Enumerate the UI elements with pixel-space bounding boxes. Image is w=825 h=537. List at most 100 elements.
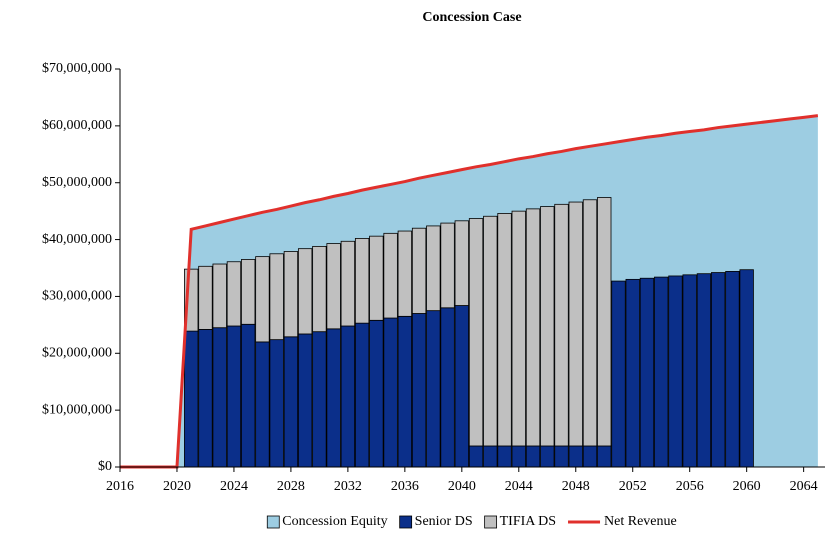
chart-title: Concession Case [422,10,521,25]
bar [582,445,598,468]
y-tick-label: $60,000,000 [42,118,112,133]
bar [654,276,669,468]
y-tick-label: $30,000,000 [42,289,112,304]
x-tick-label: 2040 [448,479,476,494]
y-tick-label: $70,000,000 [42,61,112,76]
legend: Concession Equity Senior DS TIFIA DS Net Re… [266,514,677,529]
bar [383,317,398,468]
bar [283,251,299,338]
bar [269,339,284,468]
bar [597,445,612,468]
bar [226,325,242,468]
x-tick-label: 2060 [733,479,761,494]
bar [440,222,455,309]
x-tick-label: 2052 [619,479,647,494]
bar [511,210,526,447]
bar [426,310,441,468]
legend-swatch [484,515,498,529]
x-tick-label: 2024 [220,479,248,494]
bar [326,243,341,330]
bar [340,240,356,327]
legend-label: Net Revenue [604,514,677,529]
bar [255,256,270,343]
bar [354,322,370,468]
legend-label: Senior DS [415,514,473,529]
legend-label: TIFIA DS [500,514,556,529]
bar [297,248,313,335]
bar [511,445,526,468]
x-tick-label: 2020 [163,479,191,494]
y-tick-label: $10,000,000 [42,402,112,417]
bar [198,329,213,468]
bar [411,313,427,468]
bar [411,227,427,314]
bar [383,232,398,319]
bar [426,225,441,312]
bar [625,278,640,468]
y-tick-label: $0 [98,459,112,474]
bar [241,323,256,468]
bar [283,336,299,468]
bar [739,269,754,468]
bar [255,341,270,468]
bar [354,238,370,324]
bar [597,197,612,447]
bar [226,261,242,327]
x-tick-label: 2028 [277,479,305,494]
y-tick-label: $50,000,000 [42,175,112,190]
bar [454,305,469,468]
bar [340,325,356,468]
bar [611,280,626,468]
bar [554,203,569,447]
y-tick-label: $40,000,000 [42,232,112,247]
bar [468,218,484,447]
legend-swatch [266,515,280,529]
y-tick-label: $20,000,000 [42,346,112,361]
bar [369,235,384,321]
bar [525,208,541,447]
bar [711,272,726,468]
bar [198,265,213,330]
bar [483,215,498,447]
x-tick-label: 2056 [676,479,704,494]
legend-label: Concession Equity [282,514,387,529]
x-tick-label: 2044 [505,479,533,494]
bar [454,220,469,306]
bar [397,315,413,468]
bar [682,274,697,468]
bar [269,253,284,341]
bar [540,206,555,447]
x-tick-label: 2064 [790,479,818,494]
bar [369,319,384,468]
bar [397,230,413,317]
bar [696,273,712,468]
bar [725,271,740,468]
bar [668,275,683,468]
bar [554,445,569,468]
bar [582,199,598,447]
bar [639,277,655,468]
x-tick-label: 2036 [391,479,419,494]
bar [568,445,583,468]
bar [297,333,313,468]
bar [497,213,512,447]
bar [212,263,227,329]
x-tick-label: 2048 [562,479,590,494]
bar [326,328,341,468]
legend-swatch [399,515,413,529]
x-tick-label: 2032 [334,479,362,494]
line [120,114,819,469]
bar [483,445,498,468]
x-tick-label: 2016 [106,479,134,494]
bar [312,245,327,333]
bar [312,331,327,468]
bar [525,445,541,468]
bar [440,307,455,468]
bar [497,445,512,468]
bar [468,445,484,468]
bar [241,259,256,325]
bar [568,201,583,447]
bar [212,327,227,468]
bar [184,330,199,468]
